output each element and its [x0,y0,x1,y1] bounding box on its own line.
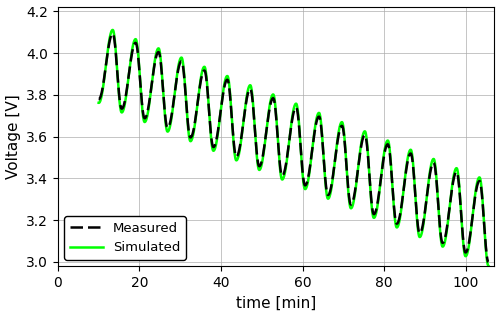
Measured [98,95,103,99]
Simulated [96,101,102,105]
Measured [96,97,102,101]
Legend: Measured, Simulated: Measured, Simulated [64,216,186,259]
Simulated [112,38,118,42]
Measured [172,88,178,92]
Measured [110,32,116,36]
X-axis label: time [min]: time [min] [236,295,316,310]
Measured [119,107,125,111]
Measured [112,41,118,45]
Measured [464,246,470,250]
Simulated [286,139,292,143]
Measured [286,139,292,143]
Measured [486,260,492,264]
Simulated [172,88,178,92]
Simulated [486,264,492,268]
Simulated [464,250,470,254]
Simulated [119,111,125,114]
Simulated [98,99,103,102]
Line: Measured: Measured [98,34,488,262]
Line: Simulated: Simulated [98,30,488,266]
Simulated [110,28,116,32]
Y-axis label: Voltage [V]: Voltage [V] [6,94,20,179]
